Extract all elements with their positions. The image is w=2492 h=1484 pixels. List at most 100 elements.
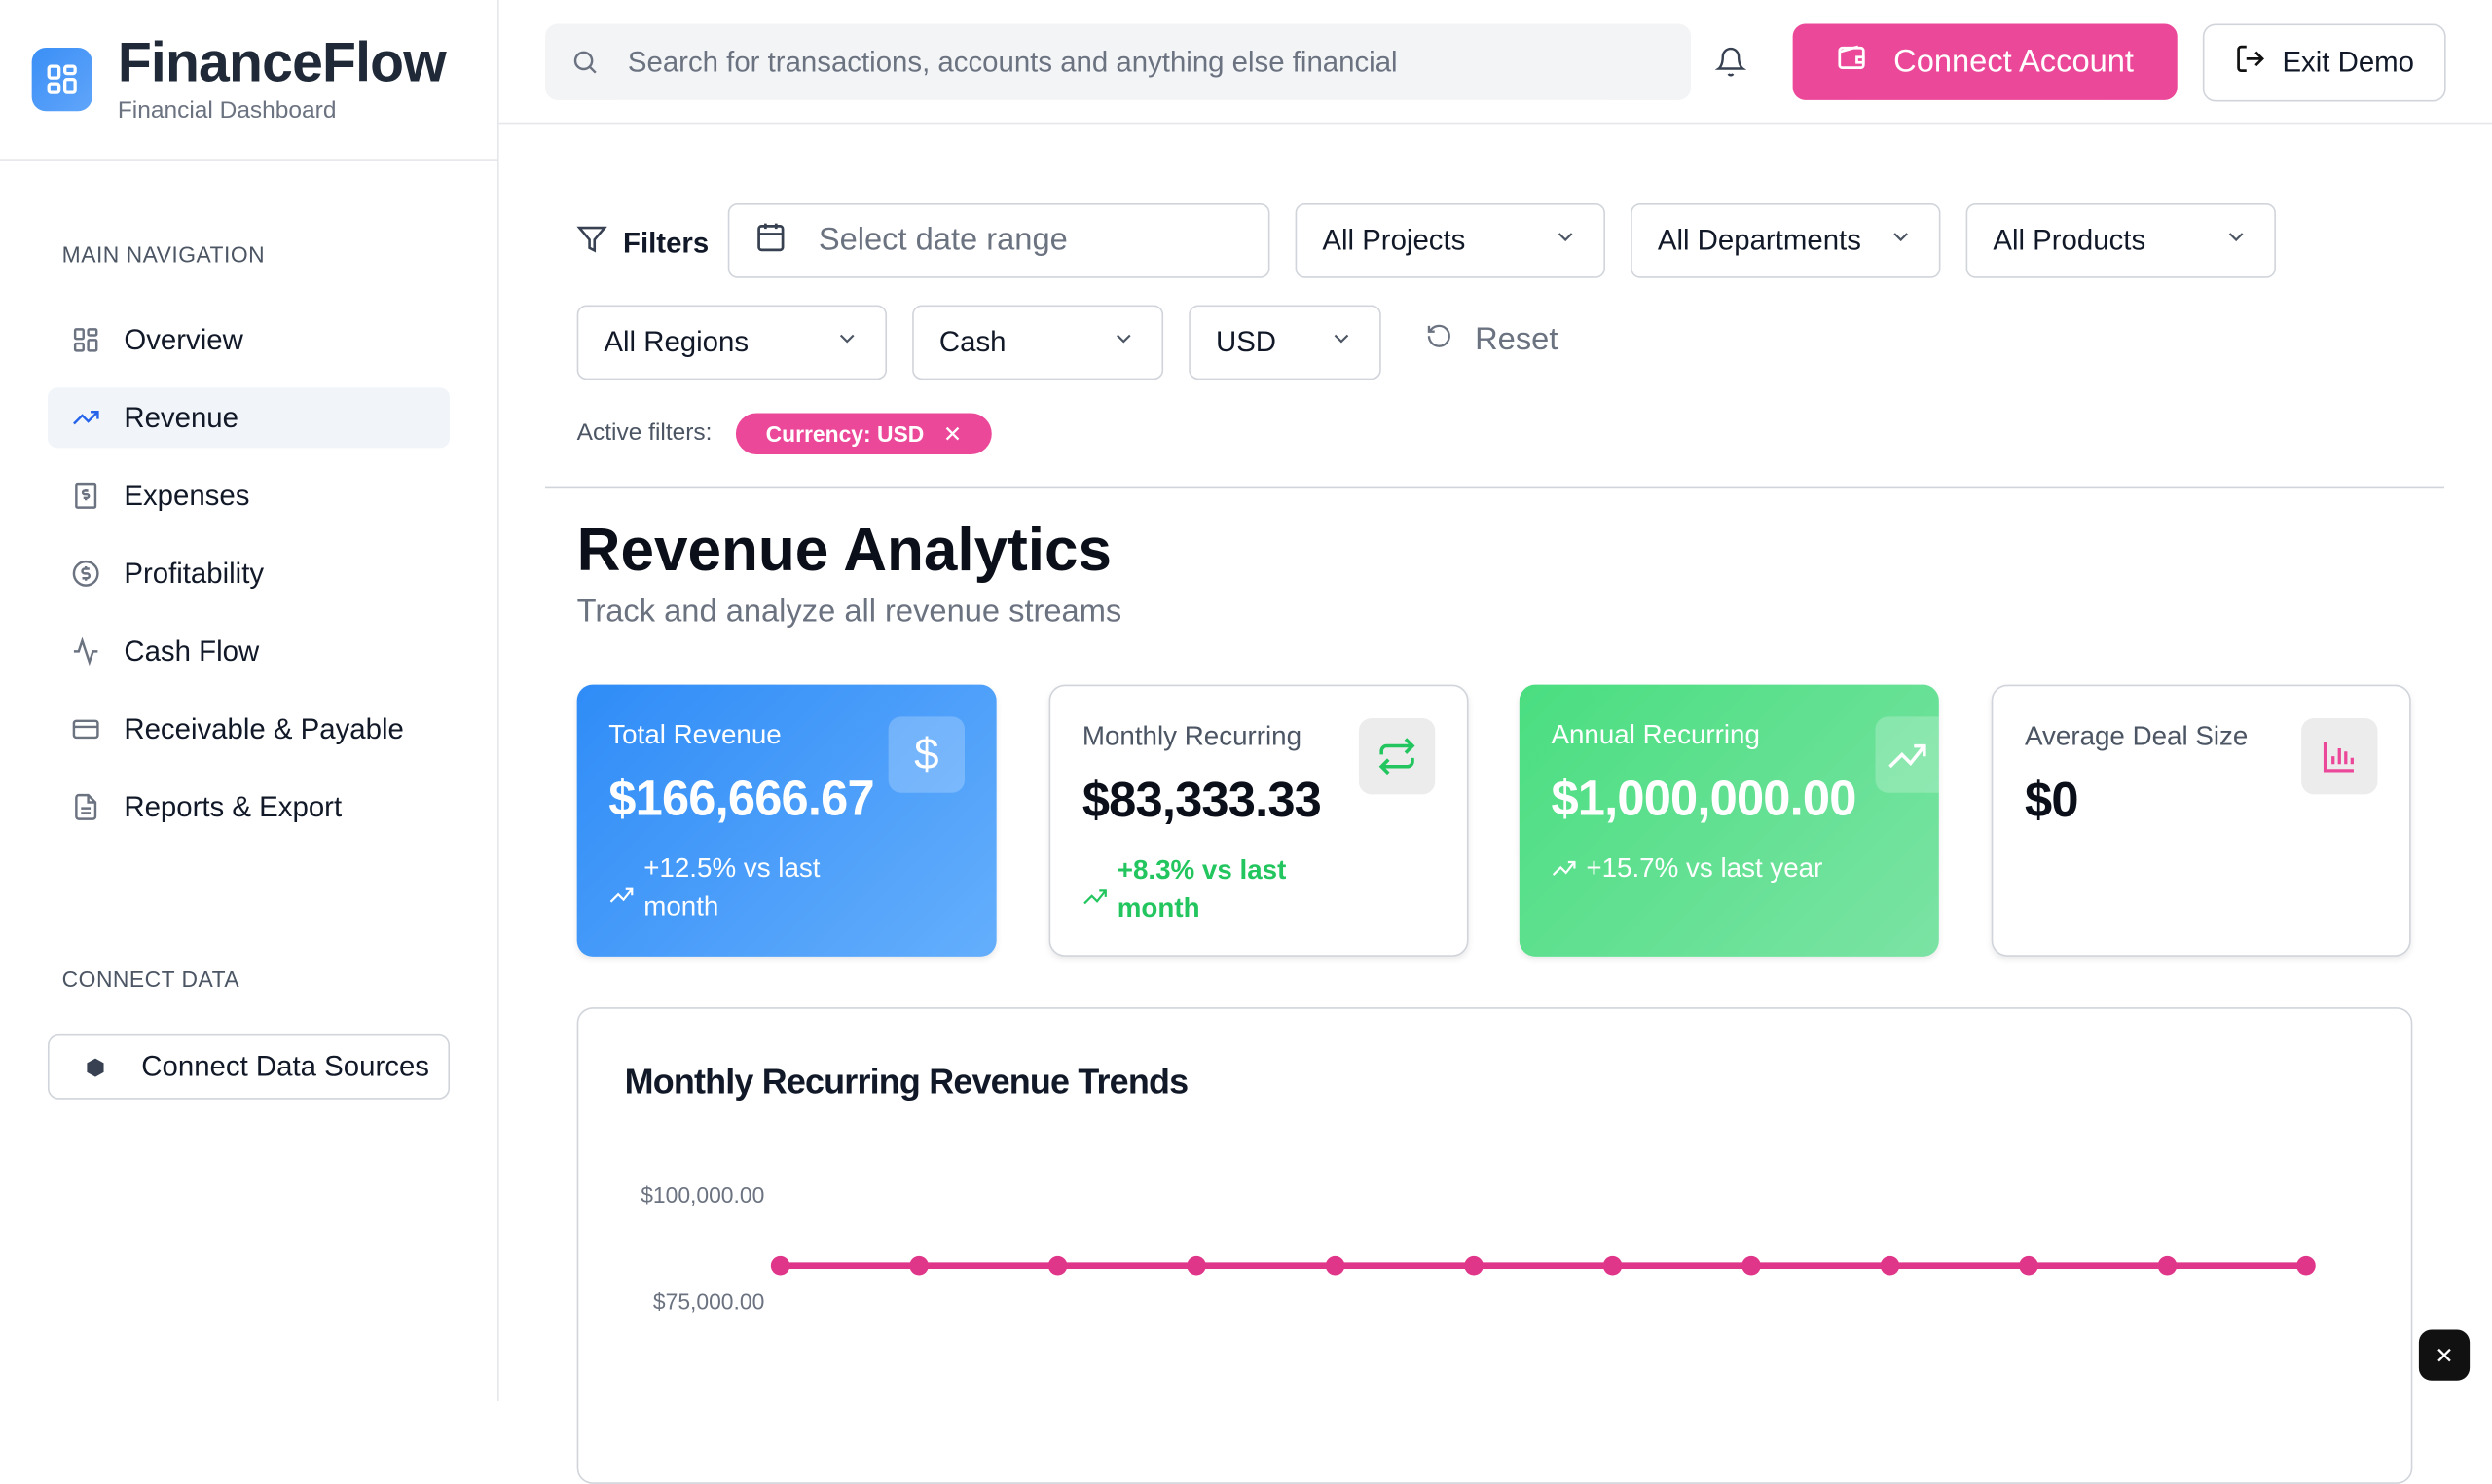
departments-select[interactable]: All Departments xyxy=(1631,202,1941,278)
close-icon[interactable]: ✕ xyxy=(942,419,963,446)
card-value: $0 xyxy=(2024,772,2078,828)
reset-button[interactable]: Reset xyxy=(1425,322,1558,359)
stat-card-total-revenue: Total Revenue $166,666.67 +12.5% vs last… xyxy=(576,684,997,957)
page-subtitle: Track and analyze all revenue streams xyxy=(576,594,1122,630)
section-connect-data: CONNECT DATA xyxy=(61,965,240,992)
close-icon: ✕ xyxy=(2435,1341,2454,1367)
data-point[interactable] xyxy=(1187,1255,1206,1276)
stat-card-monthly-recurring: Monthly Recurring $83,333.33 +8.3% vs la… xyxy=(1048,684,1469,957)
data-point[interactable] xyxy=(770,1255,790,1276)
change-text: +15.7% vs last year xyxy=(1586,852,1823,884)
sidebar: FinanceFlow Financial Dashboard MAIN NAV… xyxy=(0,0,499,1401)
data-point[interactable] xyxy=(1880,1255,1900,1276)
sidebar-item-label: Profitability xyxy=(124,557,265,589)
data-point[interactable] xyxy=(2296,1255,2316,1276)
chevron-down-icon xyxy=(1111,326,1136,359)
stat-card-annual-recurring: Annual Recurring $1,000,000.00 +15.7% vs… xyxy=(1519,684,1939,957)
connect-data-sources-button[interactable]: Connect Data Sources xyxy=(47,1033,451,1100)
card-label: Annual Recurring xyxy=(1551,719,1760,750)
data-point[interactable] xyxy=(2157,1255,2178,1276)
connect-account-button[interactable]: Connect Account xyxy=(1792,23,2178,100)
projects-select[interactable]: All Projects xyxy=(1295,202,1605,278)
search-bar[interactable] xyxy=(544,23,1692,100)
projects-value: All Projects xyxy=(1322,224,1466,256)
card-change: +8.3% vs last month xyxy=(1082,851,1337,927)
connect-account-label: Connect Account xyxy=(1893,43,2135,79)
currency-select[interactable]: USD xyxy=(1189,305,1381,380)
trending-up-icon xyxy=(608,877,634,915)
sidebar-item-label: Revenue xyxy=(124,401,238,433)
sidebar-item-receivable-payable[interactable]: Receivable & Payable xyxy=(48,699,450,759)
search-input[interactable] xyxy=(624,43,1692,81)
chart-title: Monthly Recurring Revenue Trends xyxy=(624,1061,1189,1102)
trending-up-icon xyxy=(48,404,124,432)
reset-label: Reset xyxy=(1475,322,1558,358)
divider xyxy=(544,486,2445,489)
search-icon xyxy=(545,48,625,76)
exit-demo-button[interactable]: Exit Demo xyxy=(2202,23,2446,102)
trending-up-icon xyxy=(1551,850,1576,887)
sidebar-item-reports-export[interactable]: Reports & Export xyxy=(48,777,450,837)
bar-chart-icon xyxy=(2301,717,2378,795)
stat-card-average-deal-size: Average Deal Size $0 xyxy=(1991,684,2411,957)
mrr-line-chart xyxy=(770,1255,2316,1276)
rotate-ccw-icon xyxy=(1425,322,1452,359)
card-value: $166,666.67 xyxy=(608,770,874,826)
card-change: +15.7% vs last year xyxy=(1551,850,1822,887)
data-point[interactable] xyxy=(1464,1255,1484,1276)
trending-up-icon xyxy=(1875,716,1939,793)
filter-icon xyxy=(576,224,607,262)
dollar-circle-icon xyxy=(48,560,124,588)
sidebar-item-profitability[interactable]: Profitability xyxy=(48,543,450,603)
sidebar-item-label: Expenses xyxy=(124,479,250,511)
change-text: +8.3% vs last month xyxy=(1117,854,1287,923)
date-range-picker[interactable]: Select date range xyxy=(727,202,1270,278)
header-divider xyxy=(497,122,2492,125)
sidebar-item-label: Cash Flow xyxy=(124,634,260,667)
bell-icon[interactable] xyxy=(1714,46,1747,86)
calendar-icon xyxy=(755,220,788,261)
page-title: Revenue Analytics xyxy=(576,518,1113,585)
products-value: All Products xyxy=(1993,224,2146,256)
exit-demo-label: Exit Demo xyxy=(2282,46,2415,78)
file-text-icon xyxy=(48,793,124,821)
data-point[interactable] xyxy=(2019,1255,2038,1276)
sidebar-item-revenue[interactable]: Revenue xyxy=(47,387,451,449)
data-point[interactable] xyxy=(1325,1255,1345,1276)
card-label: Average Deal Size xyxy=(2024,721,2249,752)
chevron-down-icon xyxy=(1553,224,1578,257)
sidebar-item-cash-flow[interactable]: Cash Flow xyxy=(48,621,450,681)
card-change: +12.5% vs last month xyxy=(608,850,862,925)
logo xyxy=(31,47,92,112)
chevron-down-icon xyxy=(1329,326,1354,359)
products-select[interactable]: All Products xyxy=(1965,202,2276,278)
active-filters-label: Active filters: xyxy=(576,419,713,447)
dollar-icon: $ xyxy=(888,716,966,793)
data-point[interactable] xyxy=(1741,1255,1761,1276)
sidebar-item-expenses[interactable]: Expenses xyxy=(48,465,450,525)
layout-grid-icon xyxy=(47,64,77,94)
card-value: $83,333.33 xyxy=(1081,772,1322,828)
close-button[interactable]: ✕ xyxy=(2418,1329,2471,1381)
card-value: $1,000,000.00 xyxy=(1551,770,1856,826)
divider xyxy=(0,159,498,161)
chevron-down-icon xyxy=(1888,224,1914,257)
log-out-icon xyxy=(2234,43,2266,83)
app-subtitle: Financial Dashboard xyxy=(117,96,337,125)
accounting-basis-select[interactable]: Cash xyxy=(912,305,1164,380)
receipt-icon xyxy=(48,482,124,510)
data-point[interactable] xyxy=(1602,1255,1623,1276)
active-filter-chip[interactable]: Currency: USD ✕ xyxy=(735,413,992,454)
regions-select[interactable]: All Regions xyxy=(576,305,888,380)
card-label: Total Revenue xyxy=(608,719,782,750)
sidebar-item-overview[interactable]: Overview xyxy=(48,309,450,370)
section-main-navigation: MAIN NAVIGATION xyxy=(61,241,266,268)
y-tick-label: $75,000.00 xyxy=(652,1288,765,1315)
chevron-down-icon xyxy=(2223,224,2249,257)
credit-card-icon xyxy=(48,715,124,743)
regions-value: All Regions xyxy=(604,325,750,358)
data-point[interactable] xyxy=(909,1255,929,1276)
filters-text: Filters xyxy=(622,226,710,259)
activity-icon xyxy=(48,636,124,667)
data-point[interactable] xyxy=(1047,1255,1068,1276)
